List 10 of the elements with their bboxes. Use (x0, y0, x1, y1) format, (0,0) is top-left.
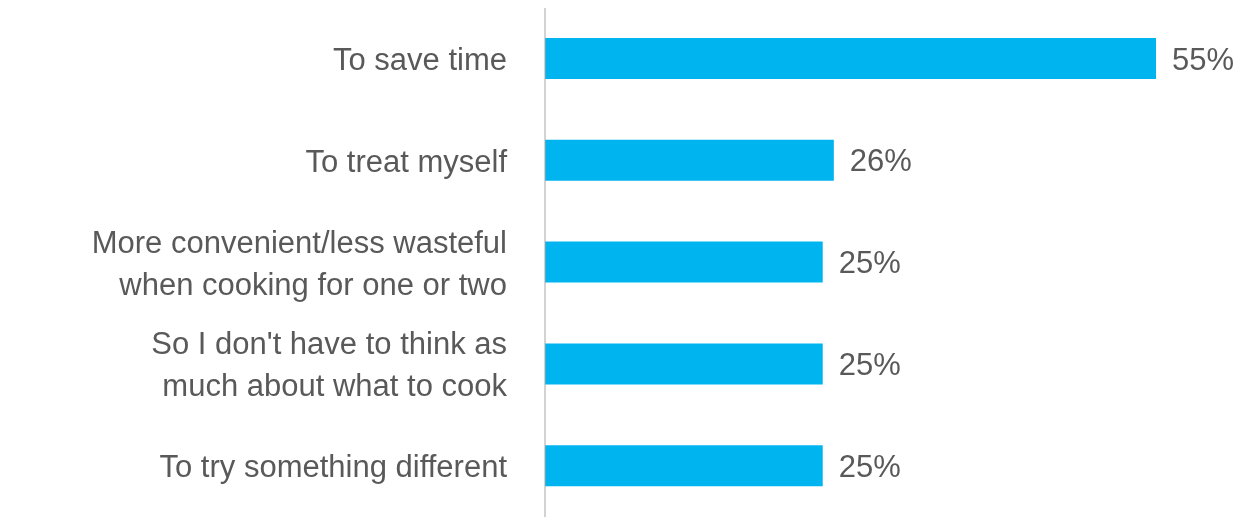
y-tick-label: To save time (332, 41, 507, 77)
y-tick-label: To try something different (159, 449, 508, 485)
data-label: 26% (849, 143, 912, 179)
data-label: 25% (838, 346, 901, 382)
data-label: 25% (838, 245, 901, 281)
y-tick-label: So I don't have to think as much about what to cook (151, 326, 508, 404)
y-tick-label: To treat myself (305, 143, 508, 179)
data-label: 25% (838, 448, 901, 484)
data-label: 55% (1172, 41, 1235, 77)
y-tick-label: More convenient/less wasteful when cooking for one or two (91, 224, 507, 302)
